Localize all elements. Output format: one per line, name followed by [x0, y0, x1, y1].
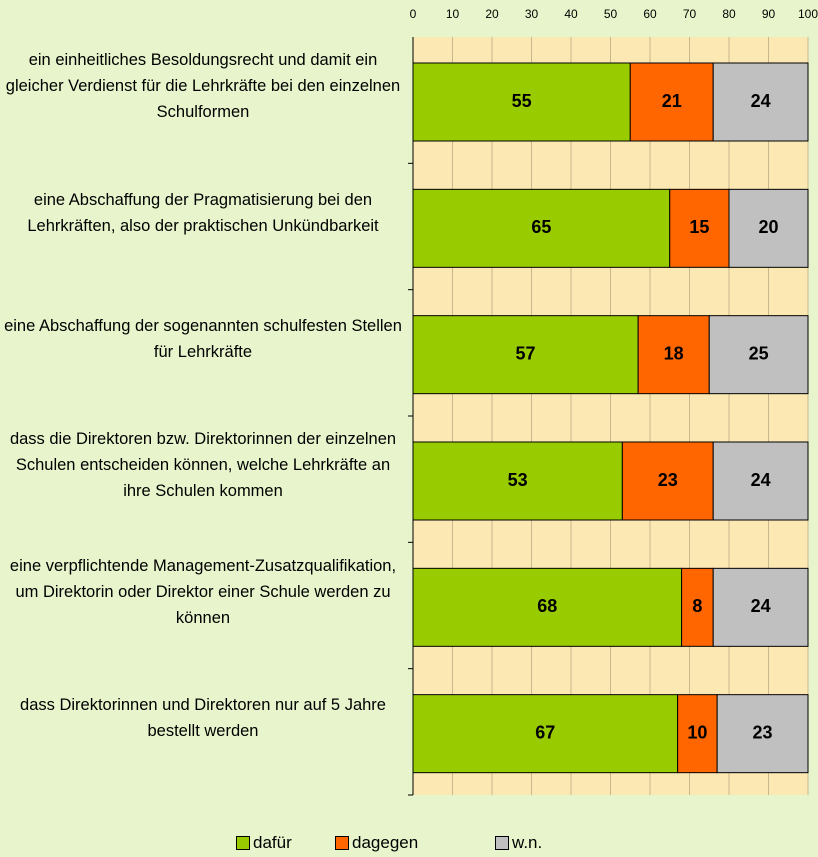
bar-segment — [712, 567, 809, 647]
value-label: 21 — [662, 91, 682, 111]
category-label: eine Abschaffung der Pragmatisierung bei… — [27, 190, 379, 235]
bar-segment — [629, 62, 714, 142]
x-tick-label: 90 — [762, 7, 776, 21]
category-label: eine Abschaffung der sogenannten schulfe… — [4, 317, 402, 362]
value-label: 23 — [658, 470, 678, 490]
x-tick-label: 60 — [643, 7, 657, 21]
x-tick-label: 70 — [683, 7, 697, 21]
value-label: 15 — [689, 217, 709, 237]
category-label: ein einheitliches Besoldungsrecht und da… — [5, 51, 401, 122]
bar-segment — [412, 315, 639, 395]
value-label: 57 — [516, 343, 536, 363]
legend-label: w.n. — [512, 833, 543, 852]
value-label: 67 — [535, 722, 555, 742]
category-label: eine verpflichtende Management-Zusatzqua… — [9, 556, 397, 627]
value-label: 55 — [512, 91, 532, 111]
category-label: dass Direktorinnen und Direktoren nur au… — [20, 696, 386, 741]
bar-segment — [728, 188, 809, 268]
value-label: 20 — [758, 217, 778, 237]
value-label: 24 — [751, 470, 771, 490]
value-label: 18 — [664, 343, 684, 363]
legend-item: w.n. — [495, 833, 542, 853]
value-label: 25 — [749, 343, 769, 363]
value-label: 8 — [692, 596, 702, 616]
legend-swatch — [236, 836, 250, 850]
legend-item: dafür — [236, 833, 292, 853]
x-tick-label: 0 — [410, 7, 417, 21]
bar-segment — [708, 315, 809, 395]
x-tick-label: 80 — [722, 7, 736, 21]
bar-segment — [412, 694, 679, 774]
bar-segment — [712, 62, 809, 142]
legend-label: dafür — [253, 833, 292, 852]
x-tick-label: 30 — [525, 7, 539, 21]
value-label: 53 — [508, 470, 528, 490]
legend-swatch — [335, 836, 349, 850]
bar-segment — [412, 62, 631, 142]
value-label: 24 — [751, 596, 771, 616]
bar-segment — [412, 188, 671, 268]
category-label: dass die Direktoren bzw. Direktorinnen d… — [9, 430, 397, 501]
bar-segment — [412, 567, 683, 647]
legend-label: dagegen — [352, 833, 419, 852]
value-label: 65 — [531, 217, 551, 237]
x-tick-label: 10 — [446, 7, 460, 21]
bar-segment — [669, 188, 730, 268]
bar-segment — [716, 694, 809, 774]
bar-segment — [712, 441, 809, 521]
value-label: 24 — [751, 91, 771, 111]
x-tick-label: 20 — [485, 7, 499, 21]
bar-segment — [621, 441, 714, 521]
value-label: 10 — [687, 722, 707, 742]
legend-item: dagegen — [335, 833, 418, 853]
x-tick-label: 100 — [798, 7, 818, 21]
value-label: 68 — [537, 596, 557, 616]
bar-segment — [412, 441, 623, 521]
bar-segment — [677, 694, 718, 774]
x-tick-label: 50 — [604, 7, 618, 21]
value-label: 23 — [753, 722, 773, 742]
legend-swatch — [495, 836, 509, 850]
x-tick-label: 40 — [564, 7, 578, 21]
